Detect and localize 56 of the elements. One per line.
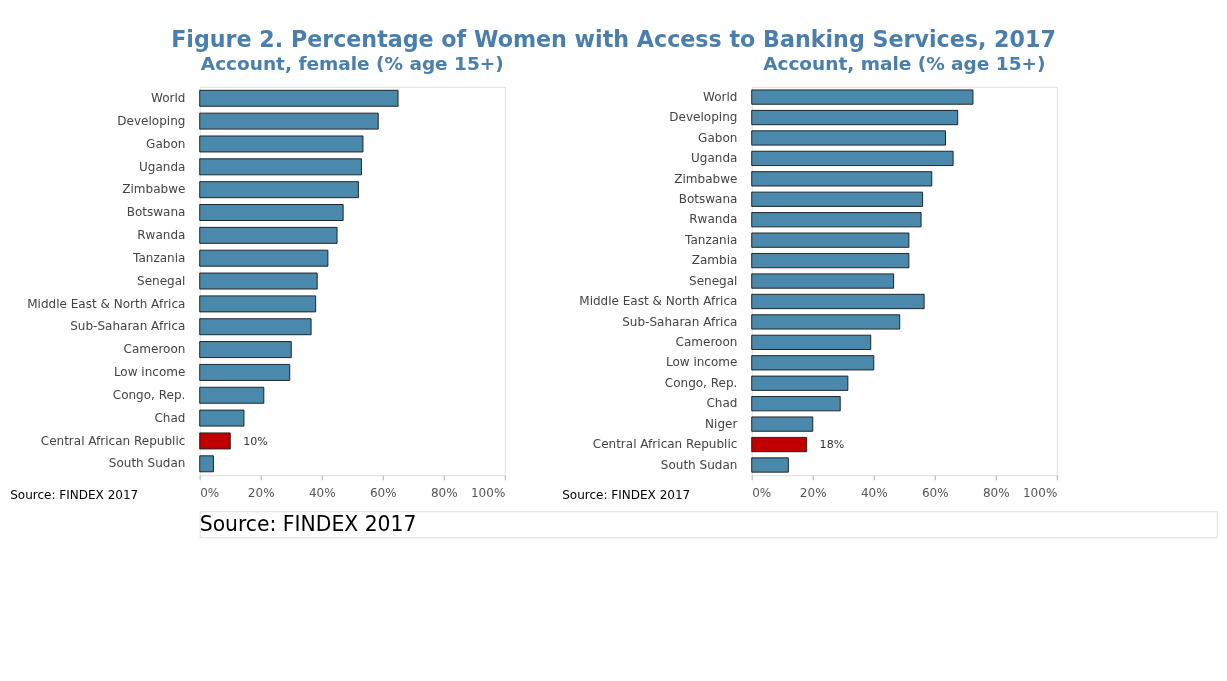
y-tick-label: Chad xyxy=(154,410,186,425)
y-tick-label: Senegal xyxy=(137,273,186,288)
x-tick-label: 60% xyxy=(921,485,949,500)
x-tick-label: 80% xyxy=(982,485,1010,500)
y-tick-label: Senegal xyxy=(689,273,738,288)
source-note: Source: FINDEX 2017 xyxy=(10,488,139,503)
y-tick-label: World xyxy=(150,90,186,105)
x-tick-label: 100% xyxy=(1022,485,1058,500)
y-tick-label: South Sudan xyxy=(660,457,738,472)
y-tick-label: Developing xyxy=(117,113,186,128)
y-tick-label: Rwanda xyxy=(689,212,738,227)
y-tick-label: Congo, Rep. xyxy=(112,387,186,402)
chart-title: Account, female (% age 15+) xyxy=(200,53,504,75)
x-tick-label: 100% xyxy=(470,485,506,500)
y-tick-label: Niger xyxy=(705,416,738,431)
y-tick-label: Gabon xyxy=(146,136,186,151)
y-tick-label: Developing xyxy=(669,110,738,125)
data-label: 10% xyxy=(243,434,268,448)
y-tick-label: Botswana xyxy=(126,205,186,220)
y-tick-label: Zimbabwe xyxy=(674,171,738,186)
source-note: Source: FINDEX 2017 xyxy=(562,488,691,503)
y-tick-label: South Sudan xyxy=(108,456,186,471)
y-tick-label: Zimbabwe xyxy=(122,182,186,197)
data-label: 18% xyxy=(819,438,845,452)
y-tick-label: Cameroon xyxy=(123,342,186,357)
y-tick-label: Sub-Saharan Africa xyxy=(622,314,738,329)
y-tick-label: Low income xyxy=(113,365,186,380)
y-tick-label: Zambia xyxy=(691,253,738,268)
y-tick-label: Uganda xyxy=(139,159,186,174)
y-tick-label: Low income xyxy=(665,355,738,370)
x-tick-label: 40% xyxy=(860,485,888,500)
y-tick-label: World xyxy=(702,89,738,104)
chart-title: Account, male (% age 15+) xyxy=(763,53,1046,75)
x-tick-label: 40% xyxy=(308,485,336,500)
y-tick-label: Tanzania xyxy=(132,250,186,265)
x-tick-label: 60% xyxy=(369,485,397,500)
x-tick-label: 20% xyxy=(799,485,827,500)
y-tick-label: Sub-Saharan Africa xyxy=(70,319,186,334)
y-tick-label: Tanzania xyxy=(684,232,738,247)
y-tick-label: Middle East & North Africa xyxy=(579,294,738,309)
x-tick-label: 20% xyxy=(247,485,275,500)
y-tick-label: Middle East & North Africa xyxy=(27,296,186,311)
y-tick-label: Chad xyxy=(706,396,738,411)
source-note: Source: FINDEX 2017 xyxy=(199,511,417,536)
y-tick-label: Central African Republic xyxy=(40,433,186,448)
x-tick-label: 80% xyxy=(430,485,458,500)
y-tick-label: Congo, Rep. xyxy=(664,375,738,390)
y-tick-label: Central African Republic xyxy=(592,437,738,452)
y-tick-label: Cameroon xyxy=(675,335,738,350)
y-tick-label: Rwanda xyxy=(137,228,186,243)
y-tick-label: Gabon xyxy=(698,130,738,145)
x-tick-label: 0% xyxy=(752,485,772,500)
y-tick-label: Uganda xyxy=(691,151,738,166)
y-tick-label: Botswana xyxy=(678,191,738,206)
x-tick-label: 0% xyxy=(200,485,220,500)
text: Figure 2. Percentage of Women with Access to Banking Services, 2017 xyxy=(171,25,1056,52)
